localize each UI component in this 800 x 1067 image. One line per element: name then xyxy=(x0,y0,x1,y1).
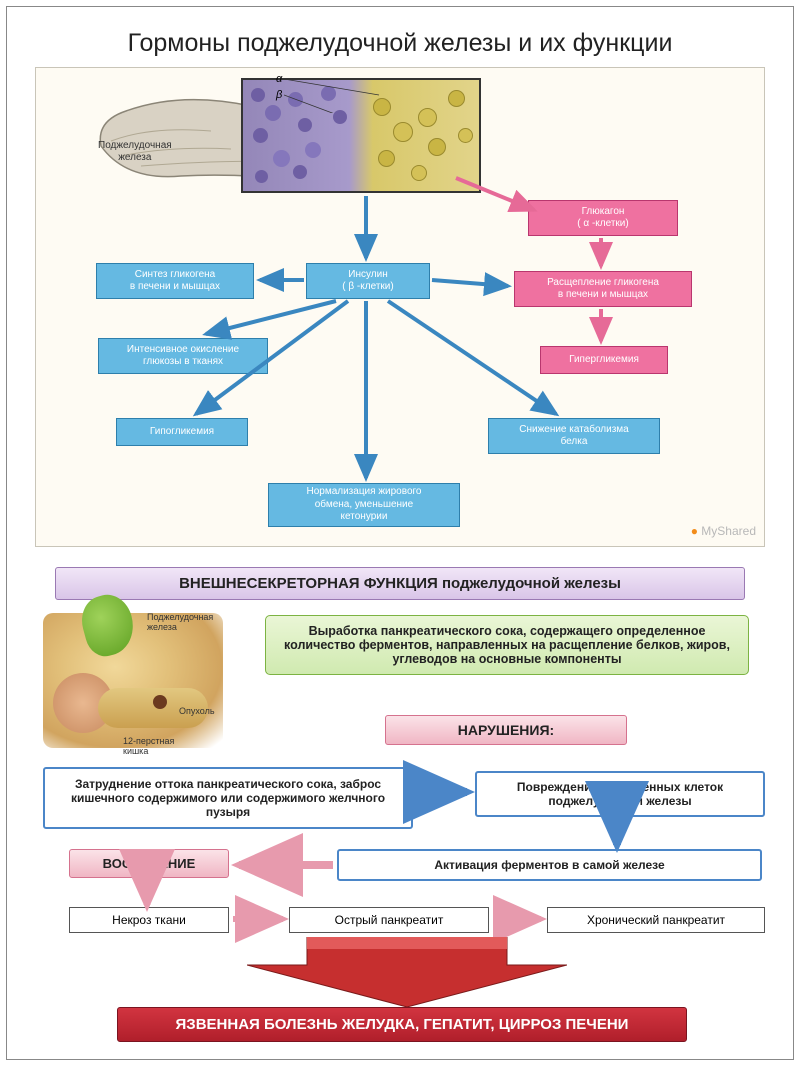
page-title: Гормоны поджелудочной железы и их функци… xyxy=(7,29,793,58)
big-red-arrow-icon xyxy=(247,937,567,1007)
oxidation-box: Интенсивное окисление глюкозы в тканях xyxy=(98,338,268,374)
juice-box: Выработка панкреатического сока, содержа… xyxy=(265,615,749,675)
outflow-box: Затруднение оттока панкреатического сока… xyxy=(43,767,413,829)
exocrine-header: ВНЕШНЕСЕКРЕТОРНАЯ ФУНКЦИЯ поджелудочной … xyxy=(55,567,745,600)
hypogly-box: Гипогликемия xyxy=(116,418,248,446)
page-frame: Гормоны поджелудочной железы и их функци… xyxy=(6,6,794,1060)
insulin-box: Инсулин ( β -клетки) xyxy=(306,263,430,299)
glycogen-split-box: Расщепление гликогена в печени и мышцах xyxy=(514,271,692,307)
anat-duod-label: 12-перстная кишка xyxy=(123,737,174,757)
hypergly-box: Гипергликемия xyxy=(540,346,668,374)
activation-box: Активация ферментов в самой железе xyxy=(337,849,762,881)
ulcer-band: ЯЗВЕННАЯ БОЛЕЗНЬ ЖЕЛУДКА, ГЕПАТИТ, ЦИРРО… xyxy=(117,1007,687,1042)
glucagon-box: Глюкагон ( α -клетки) xyxy=(528,200,678,236)
ab-lines xyxy=(284,73,404,113)
upper-panel: Поджелудочная железа α xyxy=(35,67,765,547)
alpha-label: α xyxy=(276,73,282,85)
glycogen-syn-box: Синтез гликогена в печени и мышцах xyxy=(96,263,254,299)
chronic-box: Хронический панкреатит xyxy=(547,907,765,933)
anatomy-image xyxy=(43,613,223,748)
vospal-box: ВОСПАЛЕНИЕ xyxy=(69,849,229,878)
anat-tumor-label: Опухоль xyxy=(179,707,215,717)
necrosis-box: Некроз ткани xyxy=(69,907,229,933)
protein-box: Снижение катаболизма белка xyxy=(488,418,660,454)
anat-pancreas-label: Поджелудочная железа xyxy=(147,613,213,633)
watermark: ● MyShared xyxy=(691,524,756,538)
fat-norm-box: Нормализация жирового обмена, уменьшение… xyxy=(268,483,460,527)
organ-label: Поджелудочная железа xyxy=(98,140,172,164)
acute-box: Острый панкреатит xyxy=(289,907,489,933)
narush-header: НАРУШЕНИЯ: xyxy=(385,715,627,745)
beta-label: β xyxy=(276,89,282,101)
damage-box: Повреждение собственных клеток поджелудо… xyxy=(475,771,765,817)
